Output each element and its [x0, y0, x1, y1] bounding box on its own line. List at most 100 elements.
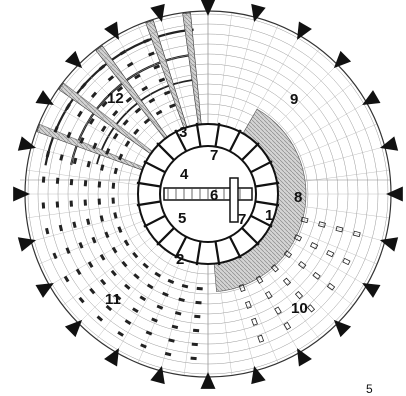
perimeter-column — [362, 283, 381, 298]
core-room-wall — [195, 241, 202, 266]
desk-mark — [153, 64, 161, 70]
zone-label-11: 11 — [105, 291, 121, 308]
desk-mark — [101, 100, 108, 108]
desk-mark — [162, 291, 169, 297]
table-mark — [251, 317, 258, 326]
table-mark — [309, 242, 319, 250]
grid-radial — [160, 261, 191, 370]
core-shaft — [229, 177, 239, 223]
grid-radial — [116, 254, 174, 352]
zone-label-1: 1 — [265, 207, 273, 224]
desk-mark — [104, 231, 110, 239]
table-mark — [274, 306, 282, 315]
desk-mark — [190, 356, 197, 361]
core-room-wall — [136, 200, 161, 207]
desk-mark — [163, 90, 171, 96]
desk-mark — [79, 137, 85, 144]
desk-mark — [91, 236, 97, 244]
grid-radial — [63, 83, 153, 152]
desk-mark — [178, 297, 185, 302]
desk-mark — [87, 261, 94, 268]
desk-mark — [164, 351, 172, 357]
desk-mark — [122, 119, 129, 126]
desk-mark — [107, 75, 115, 82]
perimeter-column — [297, 348, 312, 367]
zone-label-2: 2 — [176, 251, 184, 268]
desk-mark — [168, 338, 175, 343]
page-number: 5 — [366, 382, 373, 396]
desk-mark — [133, 273, 140, 280]
desk-mark — [116, 86, 124, 93]
furniture-marks — [41, 38, 361, 361]
zone-label-7-bottom: 7 — [238, 211, 246, 228]
perimeter-column — [251, 365, 266, 385]
desk-mark — [105, 148, 111, 155]
table-mark — [283, 250, 293, 259]
desk-mark — [134, 107, 142, 114]
perimeter-columns — [13, 0, 403, 389]
table-mark — [318, 221, 326, 228]
desk-mark — [126, 61, 134, 68]
zone-label-7-top: 7 — [210, 147, 218, 164]
desk-mark — [117, 226, 123, 233]
desk-mark — [83, 180, 88, 187]
table-mark — [312, 271, 321, 280]
grid-radial — [32, 146, 141, 177]
table-mark — [306, 304, 316, 313]
desk-mark — [134, 73, 141, 80]
desk-mark — [155, 109, 163, 116]
table-mark — [326, 249, 335, 258]
desk-mark — [96, 315, 104, 322]
desk-mark — [171, 324, 179, 330]
desk-mark — [146, 283, 154, 290]
zone-label-8: 8 — [294, 189, 302, 206]
core-room-wall — [214, 241, 221, 266]
desk-mark — [132, 307, 139, 314]
desk-mark — [97, 198, 102, 205]
desk-mark — [99, 253, 106, 261]
perimeter-column — [333, 319, 352, 338]
table-mark — [270, 264, 279, 273]
desk-mark — [117, 331, 124, 337]
grid-radial — [39, 220, 144, 264]
grid-radial — [160, 18, 191, 127]
desk-mark — [100, 278, 107, 286]
perimeter-column — [35, 283, 54, 298]
desk-mark — [139, 295, 147, 302]
grid-radial — [39, 124, 144, 168]
desk-mark — [83, 199, 88, 206]
desk-mark — [72, 221, 77, 229]
table-mark — [335, 226, 344, 233]
grid-radial — [138, 25, 182, 130]
perimeter-column — [35, 90, 54, 105]
desk-mark — [195, 300, 202, 305]
desk-mark — [154, 271, 162, 278]
core-room-wall — [174, 236, 188, 259]
desk-mark — [97, 181, 102, 188]
grid-radial — [97, 249, 166, 339]
desk-mark — [133, 128, 140, 135]
table-mark — [257, 334, 265, 343]
grid-radial — [138, 258, 182, 363]
desk-mark — [100, 164, 105, 171]
table-mark — [293, 234, 303, 242]
desk-mark — [52, 252, 58, 260]
desk-mark — [41, 202, 46, 209]
desk-mark — [78, 241, 84, 249]
zone-label-3: 3 — [179, 124, 187, 141]
desk-mark — [174, 311, 182, 316]
desk-mark — [124, 140, 131, 148]
desk-mark — [72, 157, 78, 165]
desk-mark — [112, 132, 119, 140]
desk-mark — [88, 118, 95, 125]
core-room-wall — [228, 129, 242, 152]
desk-mark — [59, 154, 64, 161]
desk-mark — [140, 343, 147, 349]
desk-mark — [63, 275, 70, 283]
desk-mark — [142, 262, 149, 269]
core-room-wall — [255, 200, 280, 207]
desk-mark — [121, 260, 128, 268]
desk-mark — [143, 118, 151, 125]
perimeter-column — [150, 365, 165, 385]
desk-mark — [169, 103, 176, 109]
